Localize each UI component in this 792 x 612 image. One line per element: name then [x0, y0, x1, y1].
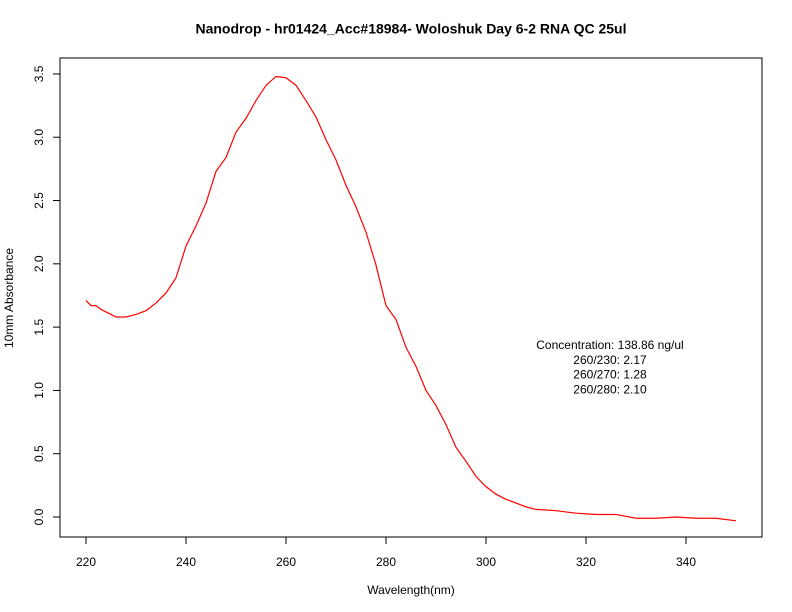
- x-tick-label: 340: [676, 555, 696, 569]
- y-tick-label: 2.0: [32, 255, 46, 272]
- y-tick-label: 2.5: [32, 192, 46, 209]
- x-axis-label: Wavelength(nm): [367, 583, 455, 597]
- annotation: 260/280: 2.10: [573, 382, 647, 396]
- x-tick-label: 280: [376, 555, 396, 569]
- x-tick-label: 300: [476, 555, 496, 569]
- y-axis-label: 10mm Absorbance: [2, 248, 16, 348]
- annotation: Concentration: 138.86 ng/ul: [536, 338, 683, 352]
- y-tick-label: 0.5: [32, 445, 46, 462]
- x-tick-label: 260: [276, 555, 296, 569]
- annotation: 260/230: 2.17: [573, 353, 647, 367]
- x-tick-label: 320: [576, 555, 596, 569]
- spectrum-line: [85, 75, 737, 522]
- y-tick-label: 1.0: [32, 382, 46, 399]
- y-tick-label: 3.0: [32, 129, 46, 146]
- y-tick-label: 0.0: [32, 508, 46, 525]
- y-tick-label: 1.5: [32, 318, 46, 335]
- x-tick-label: 240: [176, 555, 196, 569]
- x-tick-label: 220: [76, 555, 96, 569]
- chart-title: Nanodrop - hr01424_Acc#18984- Woloshuk D…: [195, 21, 626, 37]
- y-tick-label: 3.5: [32, 65, 46, 82]
- annotation: 260/270: 1.28: [573, 368, 647, 382]
- plot-frame: [59, 57, 763, 538]
